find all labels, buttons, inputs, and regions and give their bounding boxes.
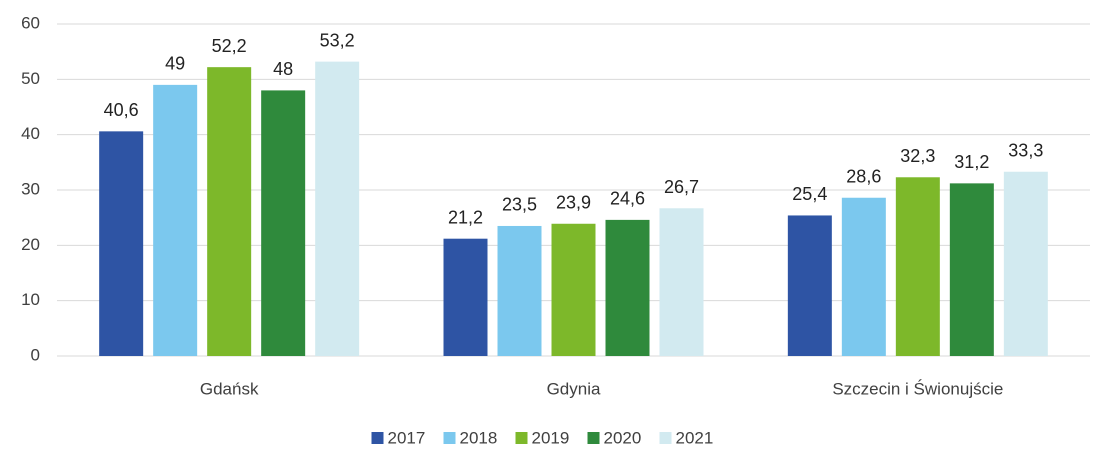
x-tick-label: Gdańsk — [200, 379, 259, 398]
legend-label: 2019 — [532, 428, 570, 447]
bar — [153, 84, 198, 356]
y-tick-label: 60 — [21, 13, 40, 32]
bar — [315, 61, 360, 356]
bar — [659, 208, 704, 356]
data-label: 32,3 — [900, 146, 935, 166]
data-label: 24,6 — [610, 189, 645, 209]
y-tick-label: 0 — [31, 345, 40, 364]
bar — [207, 67, 252, 356]
y-tick-label: 40 — [21, 124, 40, 143]
bar — [895, 177, 940, 356]
bar — [787, 215, 832, 356]
data-label: 25,4 — [792, 184, 827, 204]
data-label: 48 — [273, 59, 293, 79]
legend-swatch — [443, 432, 456, 444]
bar — [1003, 171, 1048, 356]
bar — [551, 223, 596, 356]
x-tick-label: Szczecin i Świonujście — [832, 379, 1003, 398]
y-tick-label: 20 — [21, 235, 40, 254]
legend-label: 2020 — [604, 428, 642, 447]
data-label: 52,2 — [212, 36, 247, 56]
bar — [605, 219, 650, 356]
data-label: 21,2 — [448, 207, 483, 227]
x-tick-label: Gdynia — [547, 379, 601, 398]
data-label: 23,5 — [502, 195, 537, 215]
bar — [841, 197, 886, 356]
data-label: 28,6 — [846, 166, 881, 186]
data-label: 49 — [165, 54, 185, 74]
legend-label: 2018 — [460, 428, 498, 447]
y-tick-label: 30 — [21, 179, 40, 198]
legend-label: 2017 — [388, 428, 426, 447]
data-label: 26,7 — [664, 177, 699, 197]
legend-label: 2021 — [676, 428, 714, 447]
bar — [261, 90, 306, 357]
bar — [497, 225, 542, 356]
legend-swatch — [371, 432, 384, 444]
data-label: 33,3 — [1008, 140, 1043, 160]
bar — [99, 131, 144, 356]
y-tick-label: 50 — [21, 69, 40, 88]
data-label: 40,6 — [104, 100, 139, 120]
bar — [949, 183, 994, 356]
bar — [443, 238, 488, 356]
data-label: 23,9 — [556, 193, 591, 213]
y-tick-label: 10 — [21, 290, 40, 309]
legend-swatch — [515, 432, 528, 444]
legend-swatch — [659, 432, 672, 444]
legend-swatch — [587, 432, 600, 444]
data-label: 31,2 — [954, 152, 989, 172]
data-label: 53,2 — [320, 30, 355, 50]
